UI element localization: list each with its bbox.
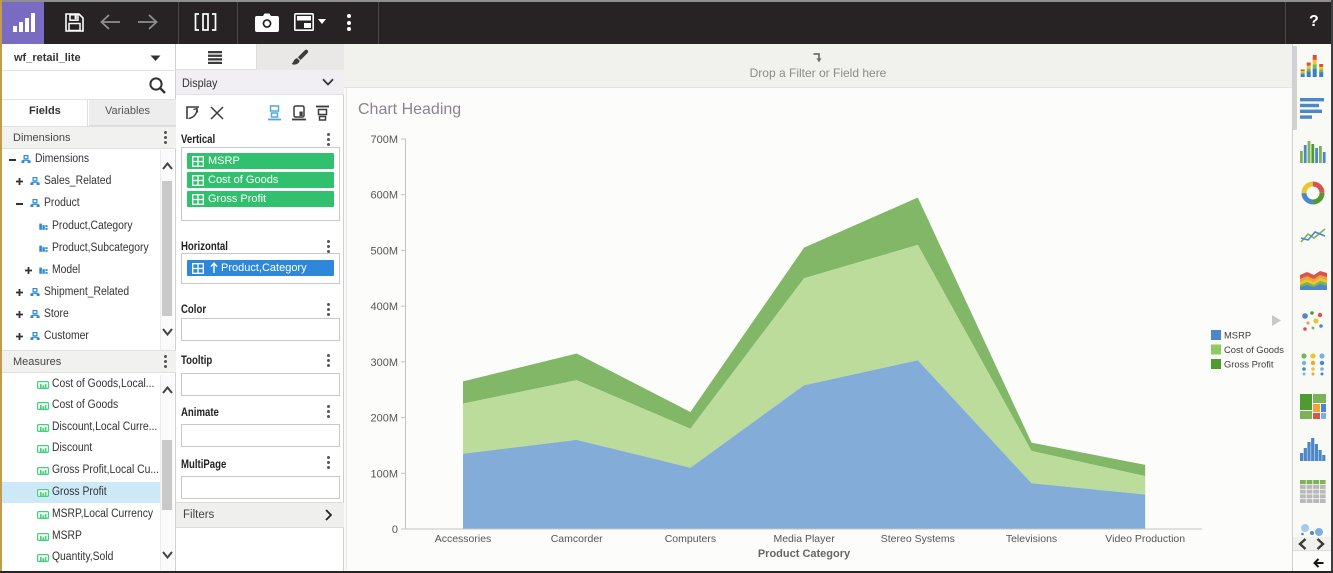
svg-text:300M: 300M (370, 357, 398, 369)
svg-text:Televisions: Televisions (1006, 533, 1057, 545)
svg-text:Media Player: Media Player (773, 533, 835, 545)
svg-text:0: 0 (392, 524, 398, 536)
svg-text:Cost of Goods: Cost of Goods (1224, 344, 1284, 355)
svg-text:500M: 500M (370, 245, 398, 257)
svg-text:MSRP: MSRP (1224, 329, 1251, 340)
svg-text:Video Production: Video Production (1105, 533, 1185, 545)
svg-text:Camcorder: Camcorder (551, 533, 603, 545)
svg-text:700M: 700M (370, 134, 398, 146)
svg-text:Product Category: Product Category (758, 548, 851, 560)
svg-text:Computers: Computers (665, 533, 716, 545)
svg-text:100M: 100M (370, 468, 398, 480)
svg-text:Gross Profit: Gross Profit (1224, 358, 1274, 369)
svg-text:400M: 400M (370, 301, 398, 313)
svg-text:Accessories: Accessories (435, 533, 492, 545)
svg-text:200M: 200M (370, 413, 398, 425)
svg-text:600M: 600M (370, 190, 398, 202)
svg-text:Stereo Systems: Stereo Systems (881, 533, 955, 545)
